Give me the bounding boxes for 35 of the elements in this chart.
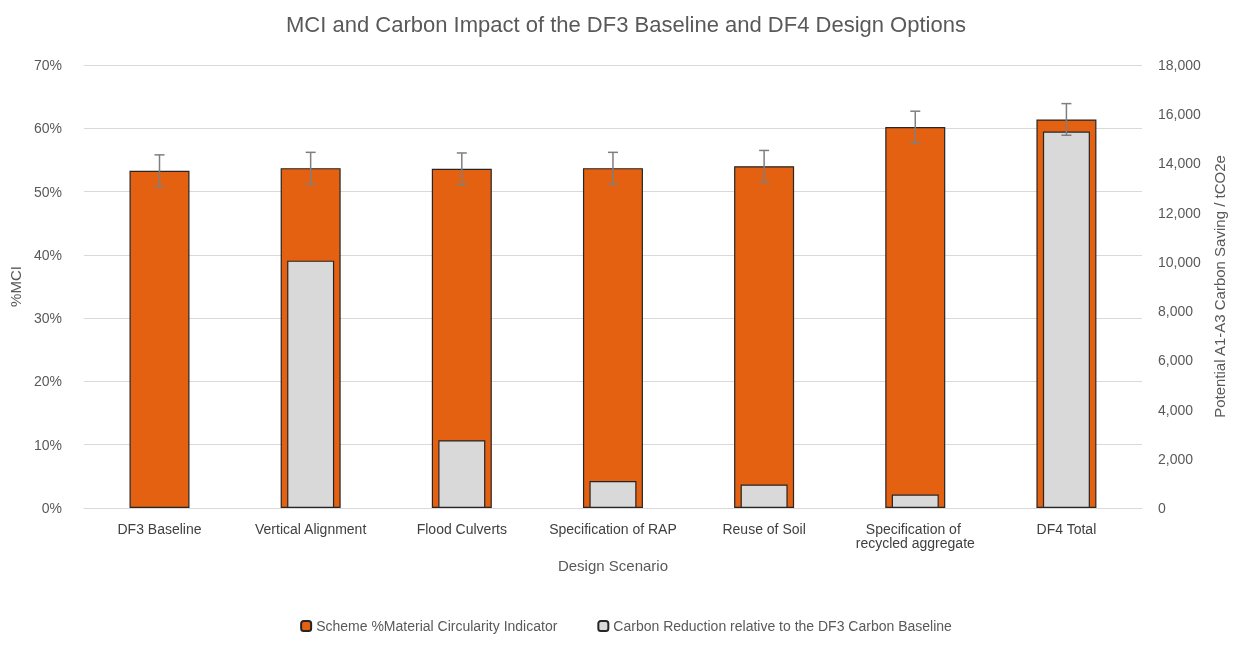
y2-tick-label: 10,000 bbox=[1158, 253, 1202, 270]
bar bbox=[734, 166, 795, 508]
y-tick-label: 10% bbox=[33, 436, 62, 453]
y-tick-label: 30% bbox=[33, 310, 62, 327]
y2-axis-title: Potential A1-A3 Carbon Saving / tCO2e bbox=[1211, 155, 1228, 418]
legend-label: Scheme %Material Circularity Indicator bbox=[316, 618, 558, 634]
y-tick-label: 50% bbox=[33, 183, 62, 200]
y2-tick-label: 14,000 bbox=[1158, 155, 1202, 172]
x-tick-label: DF3 Baseline bbox=[117, 521, 202, 537]
x-tick-label: Specification of RAP bbox=[549, 521, 677, 537]
chart-title: MCI and Carbon Impact of the DF3 Baseline and DF4 Design Options bbox=[286, 11, 966, 37]
y2-tick-label: 8,000 bbox=[1158, 303, 1194, 320]
x-tick-label: DF4 Total bbox=[1036, 521, 1097, 537]
y-tick-label: 0% bbox=[41, 500, 62, 516]
legend-label: Carbon Reduction relative to the DF3 Carbon Baseline bbox=[613, 618, 953, 634]
y-tick-label: 40% bbox=[33, 246, 62, 263]
bar bbox=[129, 170, 190, 508]
y2-tick-label: 16,000 bbox=[1158, 106, 1202, 123]
x-tick-label: Specification of recycled aggregate bbox=[855, 521, 976, 551]
y2-tick-label: 6,000 bbox=[1158, 352, 1194, 369]
x-tick-label: Flood Culverts bbox=[416, 521, 507, 537]
x-tick-label: Vertical Alignment bbox=[255, 521, 367, 537]
bar bbox=[885, 127, 946, 508]
x-axis-title: Design Scenario bbox=[557, 557, 668, 574]
y2-tick-label: 12,000 bbox=[1158, 204, 1202, 221]
x-tick-label: Reuse of Soil bbox=[722, 521, 806, 537]
y-tick-label: 60% bbox=[33, 120, 62, 137]
y2-tick-label: 0 bbox=[1158, 500, 1166, 516]
y-tick-label: 70% bbox=[33, 57, 62, 73]
y-tick-label: 20% bbox=[33, 373, 62, 390]
y2-tick-label: 4,000 bbox=[1158, 401, 1194, 418]
y2-tick-label: 18,000 bbox=[1158, 57, 1202, 73]
y-axis-title: %MCI bbox=[7, 266, 24, 307]
y2-tick-label: 2,000 bbox=[1158, 450, 1194, 467]
bar bbox=[582, 168, 643, 508]
